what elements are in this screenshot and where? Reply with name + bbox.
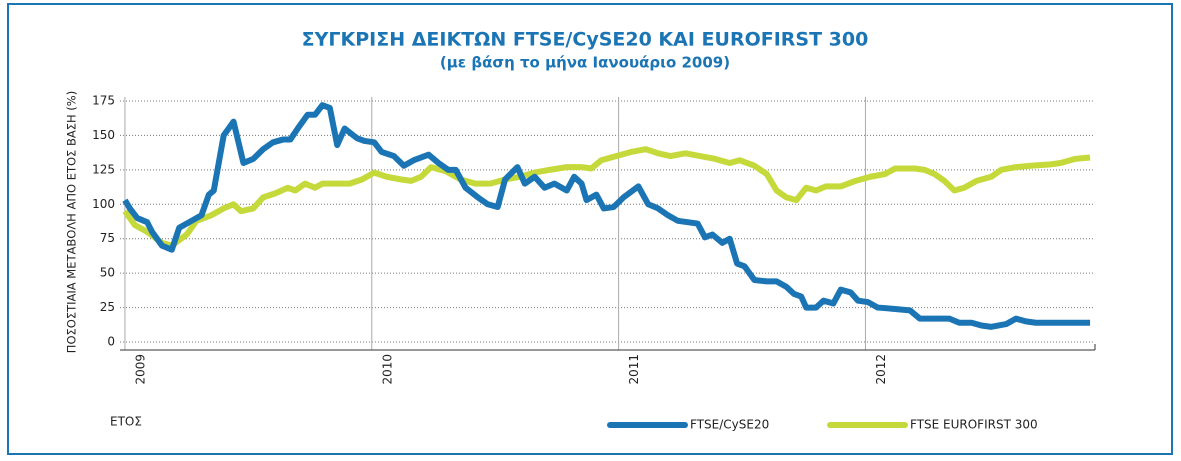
y-tick-label: 0 xyxy=(107,335,115,349)
y-tick-label: 175 xyxy=(92,94,115,108)
legend-label: FTSE/CySE20 xyxy=(690,418,769,432)
y-tick-label: 125 xyxy=(92,162,115,176)
x-tick-label: 2011 xyxy=(627,354,641,385)
series-line xyxy=(122,102,1091,330)
x-axis-label: ΕΤΟΣ xyxy=(110,415,142,429)
x-tick-label: 2009 xyxy=(133,354,147,385)
y-tick-label: 100 xyxy=(92,197,115,211)
legend-label: FTSE EUROFIRST 300 xyxy=(910,418,1038,432)
y-tick-label: 25 xyxy=(100,300,115,314)
frame xyxy=(7,3,1173,455)
y-axis-label: ΠΟΣΟΣΤΙΑΙΑ ΜΕΤΑΒΟΛΗ ΑΠΟ ΕΤΟΣ ΒΑΣΗ (%) xyxy=(65,91,79,353)
x-tick-label: 2010 xyxy=(380,354,394,385)
y-tick-label: 150 xyxy=(92,128,115,142)
chart-subtitle: (με βάση το μήνα Ιανουάριο 2009) xyxy=(440,54,730,72)
x-tick-label: 2012 xyxy=(874,354,888,385)
y-tick-label: 50 xyxy=(100,266,115,280)
chart-title: ΣΥΓΚΡΙΣΗ ΔΕΙΚΤΩΝ FTSE/CySE20 ΚΑΙ EUROFIR… xyxy=(302,29,869,51)
y-tick-label: 75 xyxy=(100,231,115,245)
series-line xyxy=(122,146,1091,249)
